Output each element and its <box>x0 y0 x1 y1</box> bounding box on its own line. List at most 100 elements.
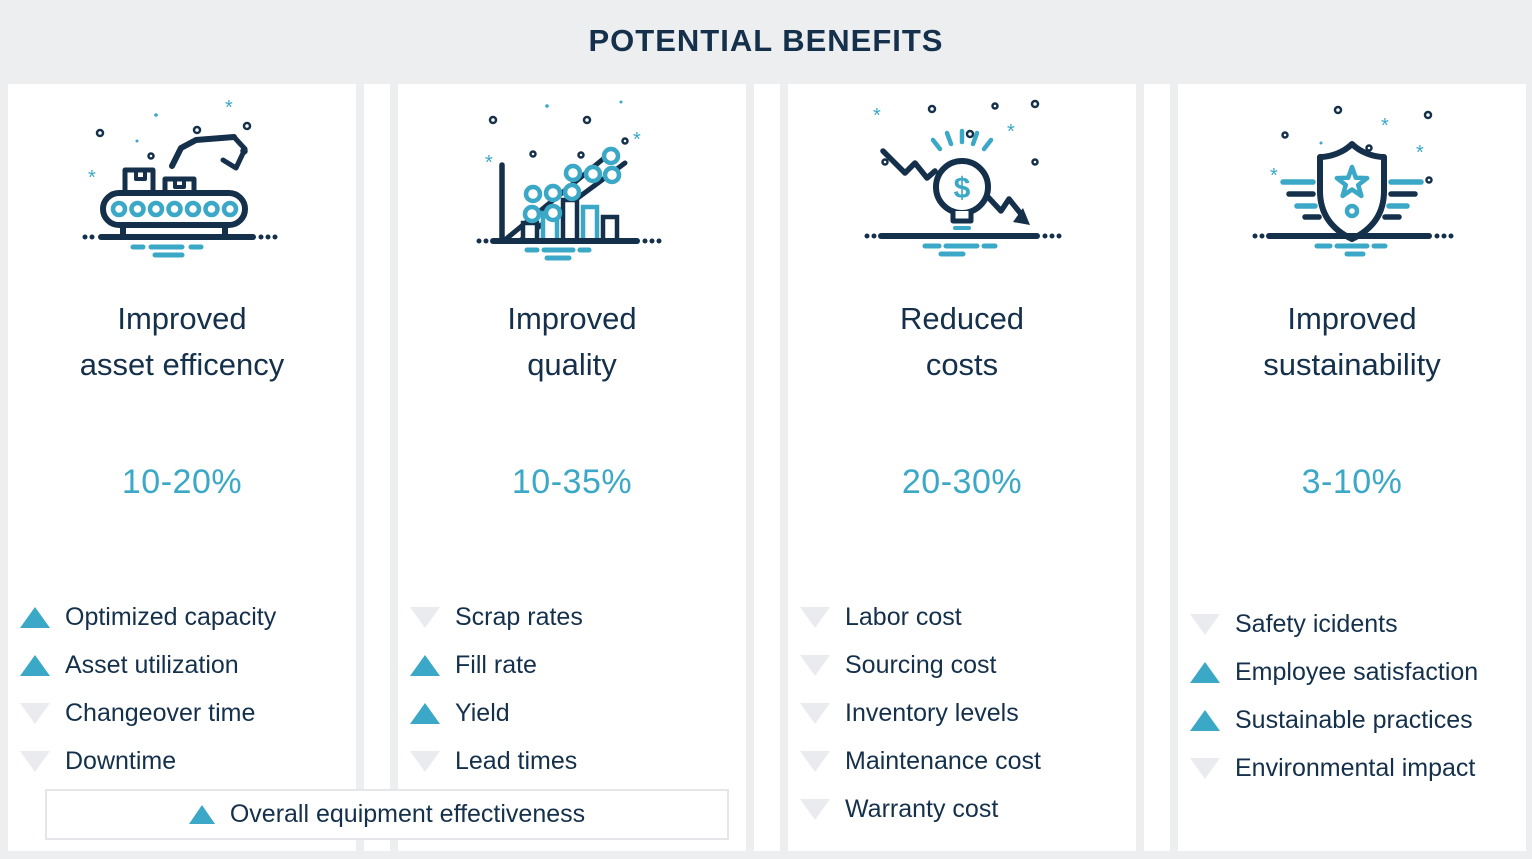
benefit-item-label: Inventory levels <box>845 698 1019 727</box>
benefit-item-label: Environmental impact <box>1235 753 1476 782</box>
benefit-item: Maintenance cost <box>800 737 1132 785</box>
card-title: Improved sustainability <box>1178 296 1526 388</box>
card-title: Improved quality <box>398 296 746 388</box>
up-arrow-icon <box>188 805 215 824</box>
benefit-item-label: Scrap rates <box>455 602 583 631</box>
benefit-item-label: Sustainable practices <box>1235 705 1473 734</box>
svg-text:*: * <box>225 97 233 119</box>
down-arrow-icon <box>410 750 440 772</box>
card-title-line: Improved <box>507 301 637 336</box>
up-arrow-icon <box>1190 661 1220 683</box>
bulb-dollar-decline-icon: * * $ <box>864 99 1061 257</box>
card-icon-area: * * <box>8 94 356 264</box>
benefit-item-label: Fill rate <box>455 650 537 679</box>
shield-star-icon: * * * <box>1252 105 1453 257</box>
benefit-item-label: Employee satisfaction <box>1235 657 1479 686</box>
card-title: Reduced costs <box>788 296 1136 388</box>
benefit-item: Safety icidents <box>1190 600 1522 648</box>
svg-text:$: $ <box>953 172 970 205</box>
benefit-range: 10-20% <box>121 463 243 501</box>
benefit-item: Sustainable practices <box>1190 696 1522 744</box>
benefit-item: Downtime <box>20 737 352 785</box>
up-arrow-icon <box>20 654 50 676</box>
page-title: POTENTIAL BENEFITS <box>588 23 944 58</box>
card-title-line: costs <box>925 347 999 382</box>
benefit-item: Yield <box>410 689 742 737</box>
benefit-item: Asset utilization <box>20 641 352 689</box>
benefit-item-label: Asset utilization <box>65 650 239 679</box>
down-arrow-icon <box>800 654 830 676</box>
svg-text:*: * <box>1270 165 1278 187</box>
benefit-items-list: Scrap rates Fill rate Yield Lead times <box>410 593 742 785</box>
benefit-items-list: Safety icidents Employee satisfaction Sust… <box>1190 600 1522 792</box>
card-divider <box>754 84 780 851</box>
benefit-item: Inventory levels <box>800 689 1132 737</box>
benefit-item-label: Optimized capacity <box>65 602 277 631</box>
down-arrow-icon <box>800 798 830 820</box>
card-title-line: quality <box>527 347 617 382</box>
down-arrow-icon <box>800 606 830 628</box>
card-title-line: Reduced <box>899 301 1025 336</box>
conveyor-robot-icon: * * <box>82 97 277 258</box>
svg-text:*: * <box>485 152 493 174</box>
down-arrow-icon <box>800 750 830 772</box>
benefit-item-label: Maintenance cost <box>845 746 1041 775</box>
benefit-item-label: Warranty cost <box>845 794 999 823</box>
benefit-card-costs: * * $ Reduced costs 20-30% Labo <box>788 84 1136 851</box>
card-divider <box>364 84 390 851</box>
card-icon-area: * * <box>398 94 746 264</box>
up-arrow-icon <box>410 702 440 724</box>
benefit-range: 3-10% <box>1301 463 1403 501</box>
svg-text:*: * <box>88 167 96 189</box>
benefit-item: Fill rate <box>410 641 742 689</box>
benefit-item: Warranty cost <box>800 785 1132 833</box>
card-icon-area: * * * <box>1178 94 1526 264</box>
card-title-line: sustainability <box>1263 347 1441 382</box>
benefit-item: Labor cost <box>800 593 1132 641</box>
benefit-item-label: Lead times <box>455 746 578 775</box>
svg-text:*: * <box>1416 142 1424 164</box>
cards-row: * * Improved asse <box>8 84 1526 851</box>
down-arrow-icon <box>20 750 50 772</box>
ascending-chart-icon: * * <box>476 100 661 261</box>
card-divider <box>1144 84 1170 851</box>
benefit-card-quality: * * <box>398 84 746 851</box>
benefit-item: Environmental impact <box>1190 744 1522 792</box>
overall-note-label: Overall equipment effectiveness <box>229 800 586 828</box>
down-arrow-icon <box>1190 757 1220 779</box>
svg-text:*: * <box>1007 121 1015 143</box>
card-title-line: Improved <box>1287 301 1417 336</box>
card-title-line: asset efficency <box>79 347 285 382</box>
benefit-item-label: Changeover time <box>65 698 256 727</box>
benefit-item: Changeover time <box>20 689 352 737</box>
card-icon-area: * * $ <box>788 94 1136 264</box>
up-arrow-icon <box>20 606 50 628</box>
benefit-item: Lead times <box>410 737 742 785</box>
svg-text:*: * <box>633 129 641 151</box>
benefit-item-label: Yield <box>455 698 510 727</box>
benefit-item-label: Downtime <box>65 746 177 775</box>
benefit-item-label: Labor cost <box>845 602 962 631</box>
benefit-item-label: Sourcing cost <box>845 650 997 679</box>
down-arrow-icon <box>410 606 440 628</box>
benefit-card-asset-efficiency: * * Improved asse <box>8 84 356 851</box>
benefit-items-list: Optimized capacity Asset utilization Chang… <box>20 593 352 785</box>
overall-equipment-effectiveness-note: Overall equipment effectiveness <box>45 789 729 840</box>
card-title: Improved asset efficency <box>8 296 356 388</box>
benefit-item: Scrap rates <box>410 593 742 641</box>
down-arrow-icon <box>20 702 50 724</box>
benefit-item: Sourcing cost <box>800 641 1132 689</box>
svg-text:*: * <box>873 105 881 127</box>
benefit-item: Employee satisfaction <box>1190 648 1522 696</box>
benefit-item-label: Safety icidents <box>1235 609 1398 638</box>
benefit-range: 20-30% <box>901 463 1023 501</box>
down-arrow-icon <box>1190 613 1220 635</box>
down-arrow-icon <box>800 702 830 724</box>
benefit-card-sustainability: * * * Improved sustainability <box>1178 84 1526 851</box>
up-arrow-icon <box>1190 709 1220 731</box>
up-arrow-icon <box>410 654 440 676</box>
benefit-items-list: Labor cost Sourcing cost Inventory levels M… <box>800 593 1132 833</box>
card-title-line: Improved <box>117 301 247 336</box>
svg-text:*: * <box>1381 115 1389 137</box>
